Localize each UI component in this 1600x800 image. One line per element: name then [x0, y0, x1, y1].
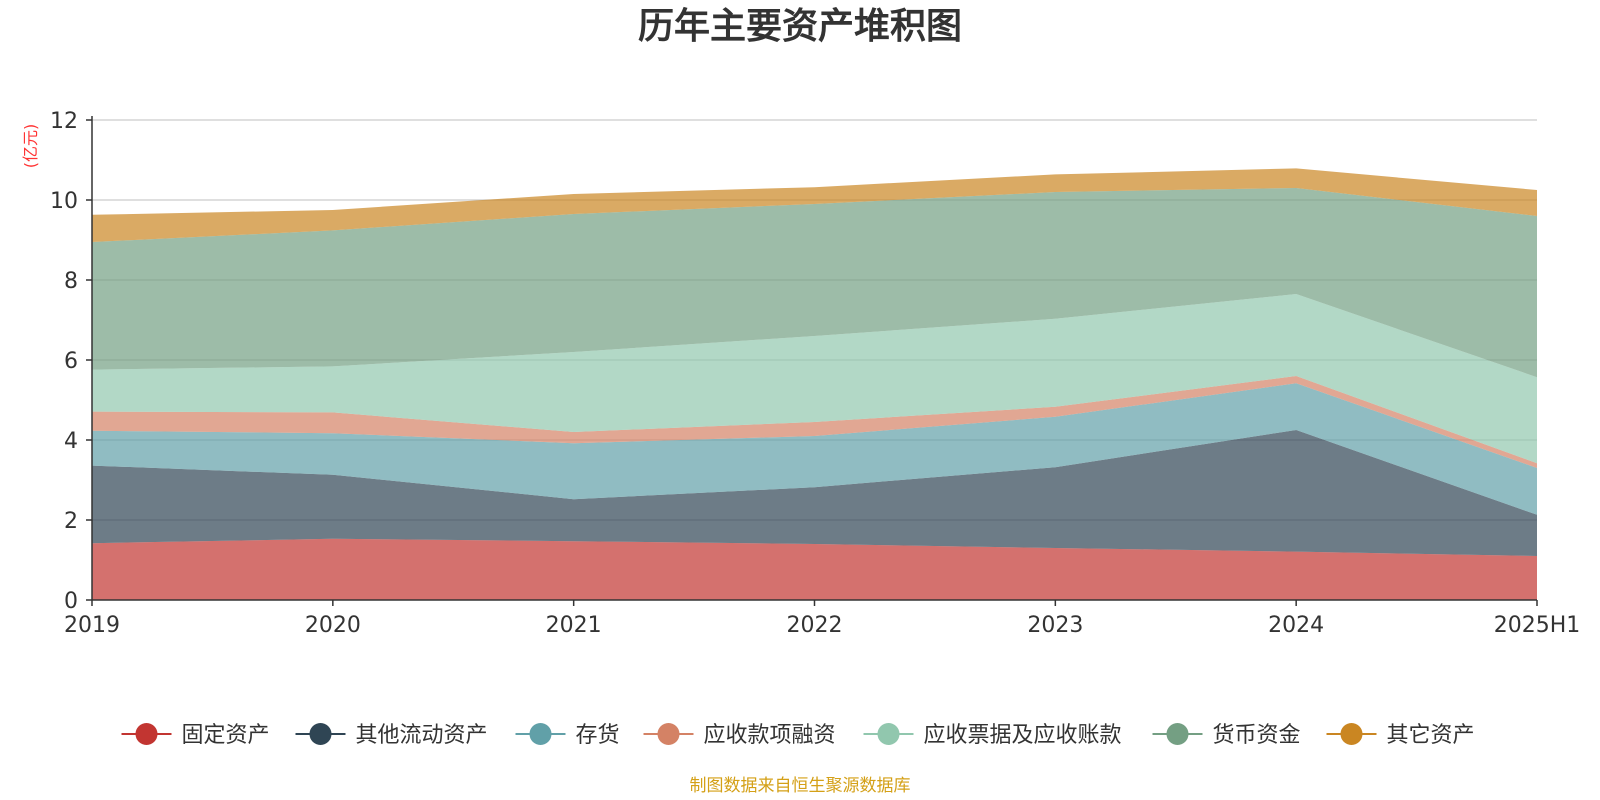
- y-axis-label: (亿元): [21, 124, 40, 169]
- x-tick-label: 2023: [1027, 613, 1083, 638]
- legend-marker: [529, 723, 552, 745]
- y-tick-label: 4: [64, 429, 78, 454]
- legend-item[interactable]: 货币资金: [1152, 723, 1301, 748]
- legend-marker: [657, 723, 680, 745]
- area-货币资金: [92, 188, 1537, 378]
- legend[interactable]: 固定资产 其他流动资产 存货 应收款项融资 应收票据及应收账款 货币资金 其它资产: [121, 723, 1475, 748]
- legend-marker: [1340, 723, 1363, 745]
- area-应收票据及应收账款: [92, 294, 1537, 464]
- area-其它资产: [92, 168, 1537, 242]
- y-tick-label: 2: [64, 509, 78, 534]
- legend-label: 其他流动资产: [356, 723, 488, 748]
- legend-label: 存货: [576, 723, 620, 748]
- y-tick-label: 10: [50, 189, 78, 214]
- legend-marker: [1166, 723, 1189, 745]
- axes: 0 2 4 6 8 10 12 2019 2020 2021 2022 2023 2024 2025H1: [50, 109, 1580, 638]
- x-tick-label: 2021: [546, 613, 602, 638]
- x-tick-label: 2020: [305, 613, 361, 638]
- area-固定资产: [92, 538, 1537, 600]
- legend-label: 固定资产: [182, 723, 270, 748]
- legend-item[interactable]: 其他流动资产: [295, 723, 488, 748]
- area-其他流动资产: [92, 430, 1537, 556]
- legend-marker: [877, 723, 900, 745]
- source-note: 制图数据来自恒生聚源数据库: [690, 776, 911, 796]
- legend-label: 其它资产: [1387, 723, 1475, 748]
- x-tick-label: 2019: [64, 613, 120, 638]
- x-tick-label: 2025H1: [1494, 613, 1581, 638]
- legend-marker: [309, 723, 332, 745]
- legend-marker: [135, 723, 158, 745]
- legend-item[interactable]: 其它资产: [1326, 723, 1475, 748]
- legend-label: 应收票据及应收账款: [924, 723, 1122, 748]
- legend-label: 货币资金: [1213, 723, 1301, 748]
- y-tick-label: 0: [64, 589, 78, 614]
- y-tick-label: 12: [50, 109, 78, 134]
- legend-item[interactable]: 固定资产: [121, 723, 270, 748]
- chart-title: 历年主要资产堆积图: [638, 6, 962, 47]
- area-series: [92, 168, 1537, 600]
- legend-label: 应收款项融资: [704, 723, 836, 748]
- legend-item[interactable]: 存货: [515, 723, 620, 748]
- y-tick-label: 8: [64, 269, 78, 294]
- y-tick-label: 6: [64, 349, 78, 374]
- area-存货: [92, 383, 1537, 515]
- legend-item[interactable]: 应收款项融资: [643, 723, 836, 748]
- x-tick-label: 2022: [787, 613, 843, 638]
- x-tick-label: 2024: [1268, 613, 1324, 638]
- legend-item[interactable]: 应收票据及应收账款: [863, 723, 1122, 748]
